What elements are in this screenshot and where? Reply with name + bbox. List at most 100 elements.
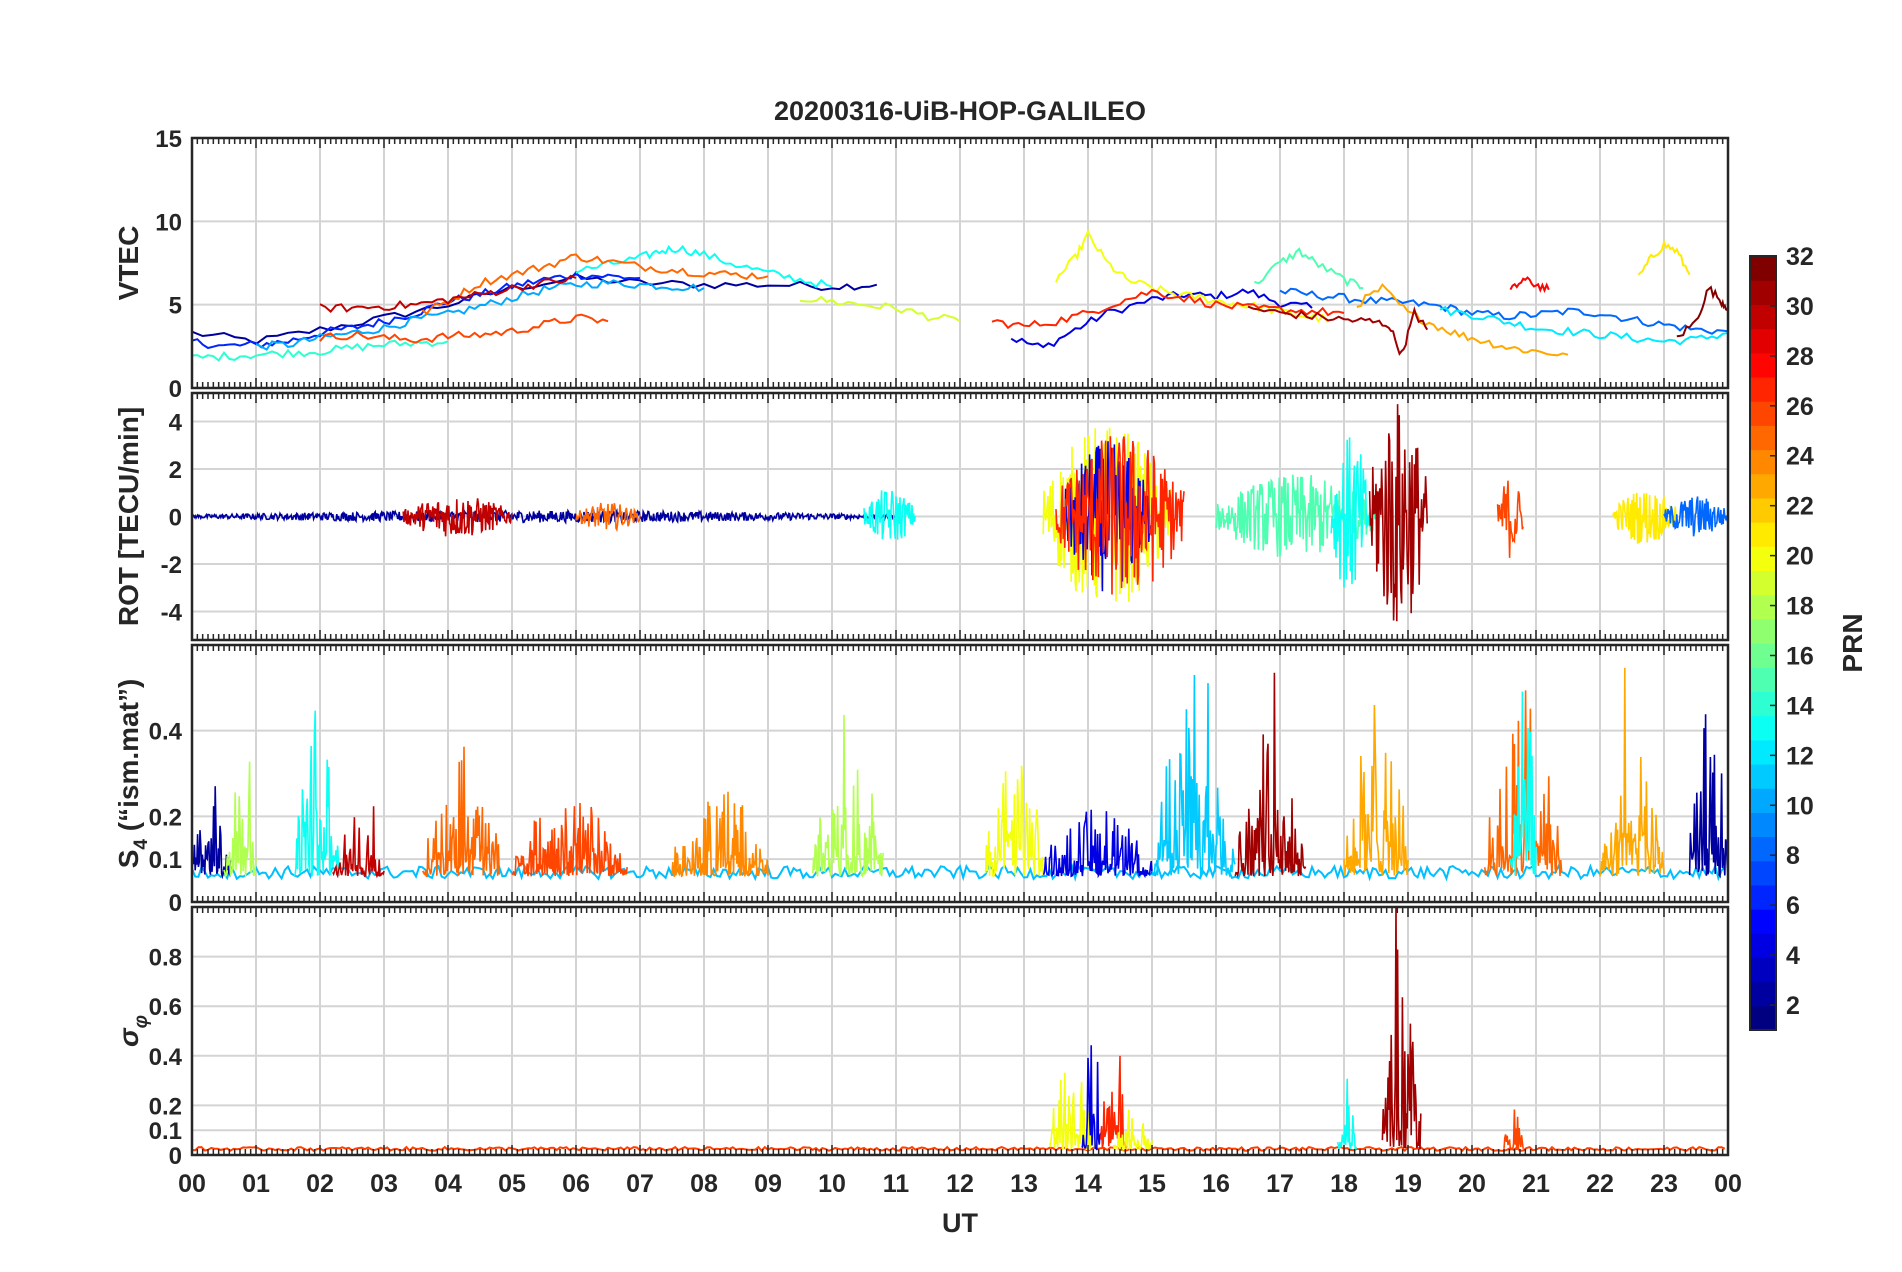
chart-title: 20200316-UiB-HOP-GALILEO: [774, 96, 1146, 126]
burst-trace-prn-26: [1496, 480, 1524, 558]
y-tick-label: -4: [161, 600, 183, 627]
x-tick-label: 11: [883, 1170, 910, 1198]
y-tick-label: 2: [169, 457, 182, 484]
series-line-prn-2: [192, 272, 878, 346]
colorbar-band: [1750, 957, 1776, 983]
colorbar-tick-label: 10: [1786, 792, 1814, 820]
baseline-trace: [192, 863, 1726, 882]
grid: [191, 907, 1729, 1156]
colorbar-band: [1750, 376, 1776, 402]
x-tick-label: 21: [1522, 1170, 1550, 1198]
y-axis-label: VTEC: [113, 226, 144, 301]
colorbar-band: [1750, 546, 1776, 572]
burst-trace-prn-25: [1484, 690, 1563, 877]
colorbar-band: [1750, 933, 1776, 959]
burst-trace-prn-30: [332, 806, 385, 879]
colorbar-band: [1750, 909, 1776, 934]
x-tick-label: 14: [1074, 1170, 1102, 1198]
x-tick-label: 15: [1138, 1170, 1166, 1198]
burst-trace-prn-26: [1503, 1109, 1524, 1151]
series-line-prn-8: [1279, 287, 1728, 335]
colorbar-tick-label: 2: [1786, 992, 1800, 1020]
x-tick-label: 04: [434, 1170, 462, 1198]
x-tick-label: 10: [818, 1170, 846, 1198]
burst-trace-prn-18: [812, 714, 884, 878]
colorbar-band: [1750, 304, 1776, 330]
panel-rot: -4 -2 0 2 4 ROT [TECU/min]: [113, 391, 1730, 642]
x-tick-label: 08: [690, 1170, 718, 1198]
x-tick-label: 01: [242, 1170, 270, 1198]
colorbar-band: [1750, 860, 1776, 886]
series-group: [192, 229, 1728, 362]
colorbar-band: [1750, 473, 1776, 499]
colorbar-band: [1750, 981, 1776, 1007]
colorbar-tick-label: 22: [1786, 493, 1814, 521]
colorbar-band: [1750, 618, 1776, 644]
series-line-prn-21: [1637, 239, 1691, 276]
y-axis-label: S4 (“ism.mat”): [113, 679, 152, 869]
colorbar-band: [1750, 884, 1776, 910]
burst-trace-prn-4: [1042, 809, 1153, 879]
x-tick-label: 00: [1714, 1170, 1742, 1198]
burst-trace-prn-13: [863, 490, 916, 540]
series-group: [192, 404, 1728, 622]
panel-sigma_phi: 00.10.2 0.4 0.6 0.8 σφ: [113, 905, 1730, 1170]
burst-trace-prn-18: [223, 761, 257, 879]
burst-trace-prn-2: [192, 507, 897, 526]
minor-ticks: [191, 138, 1729, 388]
burst-trace-prn-24: [671, 791, 769, 878]
y-tick-label: 0: [169, 890, 182, 917]
colorbar-tick-label: 28: [1786, 343, 1814, 371]
y-tick-label: 15: [155, 126, 182, 153]
burst-trace-prn-2: [1688, 714, 1728, 879]
panel-vtec: 0 5 10 15 VTEC: [113, 126, 1730, 403]
burst-trace-prn-23: [1343, 704, 1409, 877]
minor-ticks: [191, 907, 1729, 1155]
colorbar-tick-label: 16: [1786, 642, 1814, 670]
burst-trace-prn-27: [1055, 436, 1185, 595]
series-line-prn-19: [799, 295, 961, 323]
colorbar-band: [1750, 1005, 1776, 1031]
x-tick-label: 06: [562, 1170, 590, 1198]
colorbar-band: [1750, 280, 1776, 305]
y-tick-label: -2: [161, 552, 182, 579]
colorbar-band: [1750, 836, 1776, 862]
burst-trace-prn-13: [1509, 691, 1537, 876]
x-tick-label: 07: [626, 1170, 654, 1198]
colorbar-band: [1750, 352, 1776, 378]
y-tick-label: 0.1: [149, 1118, 182, 1145]
burst-trace-prn-25: [421, 746, 500, 878]
x-tick-label: 09: [754, 1170, 782, 1198]
y-tick-label: 0.1: [149, 847, 182, 874]
series-line-prn-26: [319, 313, 609, 344]
colorbar-band: [1750, 401, 1776, 426]
minor-ticks: [191, 393, 1729, 640]
colorbar-tick-label: 30: [1786, 293, 1814, 321]
y-tick-label: 0.8: [149, 945, 182, 972]
burst-trace-prn-2: [192, 786, 232, 880]
colorbar-label: PRN: [1837, 613, 1868, 672]
y-tick-label: 0: [169, 505, 182, 532]
colorbar-band: [1750, 522, 1776, 547]
colorbar-frame: [1749, 255, 1777, 1031]
burst-trace-prn-4: [1081, 1045, 1102, 1151]
colorbar-tick-label: 6: [1786, 892, 1800, 920]
colorbar-band: [1750, 739, 1776, 765]
colorbar-band: [1750, 256, 1776, 281]
colorbar-band: [1750, 497, 1776, 523]
series-line-prn-15: [1254, 247, 1364, 290]
colorbar-tick-label: 20: [1786, 543, 1814, 571]
series-line-prn-12: [1439, 305, 1728, 346]
series-line-prn-14: [192, 339, 449, 362]
colorbar-tick-label: 12: [1786, 742, 1814, 770]
burst-trace-prn-31: [1381, 907, 1422, 1150]
y-tick-label: 0.4: [149, 1044, 183, 1071]
burst-trace-prn-13: [293, 710, 340, 877]
colorbar-band: [1750, 715, 1776, 741]
x-tick-label: 20: [1458, 1170, 1486, 1198]
burst-trace-prn-31: [1368, 404, 1428, 622]
burst-trace-prn-13: [1336, 1078, 1358, 1150]
y-tick-label: 5: [169, 293, 182, 320]
